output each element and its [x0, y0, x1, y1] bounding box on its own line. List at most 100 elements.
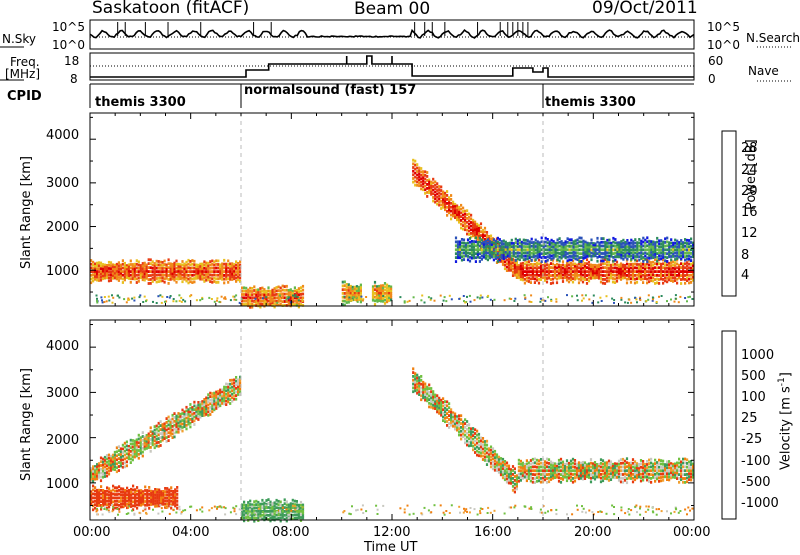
power-cell	[690, 259, 692, 262]
velocity-cell	[160, 436, 162, 439]
velocity-cell	[292, 514, 294, 517]
velocity-cell	[668, 469, 670, 472]
power-cell	[461, 245, 463, 248]
power-cell	[686, 270, 688, 273]
velocity-cell	[628, 474, 630, 477]
velocity-cell	[688, 469, 690, 472]
power-cell	[473, 251, 475, 254]
velocity-cell	[534, 465, 536, 468]
power-cell	[577, 245, 579, 248]
velocity-cell	[170, 434, 172, 437]
velocity-cell	[428, 398, 430, 401]
velocity-cell	[552, 477, 554, 480]
velocity-cell	[288, 517, 290, 520]
power-cell	[630, 255, 632, 258]
power-cell	[102, 273, 104, 276]
velocity-cell	[162, 436, 164, 439]
power-cell	[555, 298, 557, 300]
velocity-cell	[104, 472, 106, 475]
power-cell	[213, 270, 215, 273]
power-cell	[600, 281, 602, 284]
power-cell	[526, 276, 528, 279]
velocity-cell	[112, 465, 114, 468]
power-cell	[448, 204, 450, 207]
power-cell	[584, 268, 586, 271]
velocity-cell	[110, 467, 112, 470]
power-cell	[580, 245, 582, 248]
velocity-cell	[592, 476, 594, 479]
power-cell	[271, 291, 273, 294]
velocity-cell	[500, 471, 502, 474]
power-cell	[239, 277, 241, 280]
power-cell	[572, 267, 574, 270]
power-cell	[535, 245, 537, 248]
velocity-cell	[225, 403, 227, 406]
velocity-cell	[674, 511, 676, 513]
velocity-cell	[678, 462, 680, 465]
power-cell	[96, 273, 98, 276]
power-cell	[556, 278, 558, 281]
velocity-cell	[522, 474, 524, 477]
velocity-cell	[496, 467, 498, 470]
velocity-cell	[480, 449, 482, 452]
velocity-cell	[602, 459, 604, 462]
power-cell	[253, 293, 255, 296]
velocity-cell	[108, 500, 110, 503]
power-cell	[551, 239, 553, 242]
power-cell	[546, 263, 548, 266]
power-cell	[440, 204, 442, 207]
velocity-cell	[124, 499, 126, 502]
power-cell	[519, 255, 521, 258]
power-cell	[686, 264, 688, 267]
power-cell	[164, 277, 166, 280]
power-cell	[440, 207, 442, 210]
velocity-cell	[484, 453, 486, 456]
power-cell	[688, 274, 690, 277]
power-cell	[424, 192, 426, 195]
power-cell	[458, 211, 460, 214]
velocity-cell	[164, 490, 166, 493]
power-cell	[426, 171, 428, 174]
power-cell	[162, 261, 164, 264]
power-cell	[568, 267, 570, 270]
velocity-cell	[526, 473, 528, 476]
power-cell	[600, 245, 602, 248]
velocity-cell	[136, 493, 138, 496]
power-cell	[215, 281, 217, 284]
power-cell	[92, 277, 94, 280]
velocity-cell	[502, 476, 504, 479]
power-cell	[614, 278, 616, 281]
power-cell	[505, 243, 507, 246]
power-cell	[540, 268, 542, 271]
velocity-cell	[181, 409, 183, 412]
power-cell	[566, 267, 568, 270]
power-cell	[146, 277, 148, 280]
power-cell	[602, 270, 604, 273]
power-cell	[231, 278, 233, 281]
velocity-cell	[490, 512, 492, 514]
velocity-cell	[510, 482, 512, 485]
power-cell	[380, 295, 382, 298]
velocity-cell	[108, 493, 110, 496]
power-cell	[549, 254, 551, 257]
power-cell	[177, 278, 179, 281]
power-cell	[614, 281, 616, 284]
power-cell	[632, 254, 634, 257]
power-cell	[521, 248, 523, 251]
power-cell	[572, 270, 574, 273]
velocity-cell	[96, 470, 98, 473]
power-cell	[682, 241, 684, 244]
velocity-cell	[526, 459, 528, 462]
velocity-cell	[628, 464, 630, 467]
power-cell	[523, 242, 525, 245]
power-cell	[528, 260, 530, 263]
power-cell	[676, 263, 678, 266]
velocity-cell	[217, 403, 219, 406]
power-cell	[654, 262, 656, 265]
power-cell	[300, 290, 302, 293]
power-cell	[446, 198, 448, 201]
power-cell	[384, 292, 386, 295]
power-cell	[225, 268, 227, 271]
power-cell	[523, 245, 525, 248]
power-cell	[584, 273, 586, 276]
